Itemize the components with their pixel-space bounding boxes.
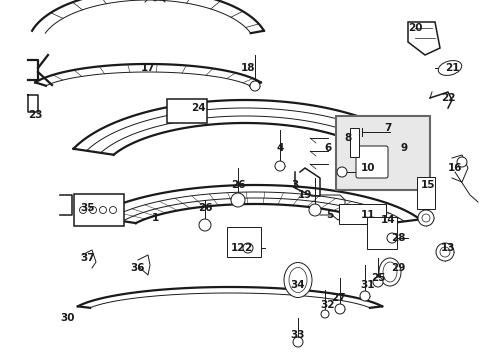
Circle shape bbox=[199, 219, 210, 231]
Text: 23: 23 bbox=[28, 110, 42, 120]
Text: 34: 34 bbox=[290, 280, 305, 290]
Text: 2: 2 bbox=[244, 243, 251, 253]
FancyBboxPatch shape bbox=[366, 217, 396, 249]
FancyBboxPatch shape bbox=[349, 127, 358, 157]
Text: 17: 17 bbox=[141, 63, 155, 73]
Circle shape bbox=[230, 193, 244, 207]
Text: 21: 21 bbox=[444, 63, 458, 73]
Text: 29: 29 bbox=[390, 263, 405, 273]
Text: 24: 24 bbox=[190, 103, 205, 113]
Text: 6: 6 bbox=[324, 143, 331, 153]
Text: 33: 33 bbox=[290, 330, 305, 340]
Circle shape bbox=[109, 207, 116, 213]
Circle shape bbox=[292, 337, 303, 347]
FancyBboxPatch shape bbox=[338, 204, 385, 224]
Ellipse shape bbox=[382, 262, 396, 282]
Text: 14: 14 bbox=[380, 215, 394, 225]
Ellipse shape bbox=[284, 262, 311, 297]
Ellipse shape bbox=[288, 267, 306, 292]
Ellipse shape bbox=[378, 258, 400, 286]
Ellipse shape bbox=[437, 60, 461, 76]
FancyBboxPatch shape bbox=[74, 194, 124, 226]
Text: 20: 20 bbox=[407, 23, 421, 33]
Text: 36: 36 bbox=[130, 263, 145, 273]
Text: 10: 10 bbox=[360, 163, 374, 173]
FancyBboxPatch shape bbox=[355, 146, 387, 178]
Circle shape bbox=[89, 207, 96, 213]
Text: 19: 19 bbox=[297, 190, 311, 200]
Circle shape bbox=[274, 161, 285, 171]
Circle shape bbox=[421, 214, 429, 222]
Circle shape bbox=[435, 243, 453, 261]
Circle shape bbox=[308, 204, 320, 216]
Text: 4: 4 bbox=[276, 143, 283, 153]
Circle shape bbox=[417, 210, 433, 226]
Text: 27: 27 bbox=[330, 293, 345, 303]
Text: 11: 11 bbox=[360, 210, 374, 220]
Text: 32: 32 bbox=[320, 300, 335, 310]
Text: 5: 5 bbox=[325, 210, 333, 220]
Text: 22: 22 bbox=[440, 93, 454, 103]
Text: 28: 28 bbox=[390, 233, 405, 243]
Text: 30: 30 bbox=[61, 313, 75, 323]
Text: 16: 16 bbox=[447, 163, 461, 173]
Text: 3: 3 bbox=[291, 180, 298, 190]
Text: 26: 26 bbox=[230, 180, 245, 190]
Text: 26: 26 bbox=[197, 203, 212, 213]
Text: 9: 9 bbox=[400, 143, 407, 153]
FancyBboxPatch shape bbox=[335, 116, 429, 190]
Circle shape bbox=[320, 310, 328, 318]
Circle shape bbox=[80, 207, 86, 213]
Circle shape bbox=[439, 247, 449, 257]
Circle shape bbox=[456, 157, 466, 167]
Circle shape bbox=[249, 81, 260, 91]
Text: 7: 7 bbox=[384, 123, 391, 133]
FancyBboxPatch shape bbox=[226, 227, 261, 257]
Circle shape bbox=[372, 277, 382, 287]
Text: 31: 31 bbox=[360, 280, 374, 290]
Circle shape bbox=[334, 304, 345, 314]
Text: 25: 25 bbox=[370, 273, 385, 283]
Circle shape bbox=[99, 207, 106, 213]
Text: 13: 13 bbox=[440, 243, 454, 253]
Text: 15: 15 bbox=[420, 180, 434, 190]
Text: 18: 18 bbox=[240, 63, 255, 73]
Circle shape bbox=[386, 233, 396, 243]
Text: 1: 1 bbox=[151, 213, 158, 223]
Text: 35: 35 bbox=[81, 203, 95, 213]
Circle shape bbox=[336, 167, 346, 177]
FancyBboxPatch shape bbox=[416, 177, 434, 209]
Circle shape bbox=[359, 291, 369, 301]
Circle shape bbox=[243, 243, 252, 253]
Text: 12: 12 bbox=[230, 243, 245, 253]
Text: 37: 37 bbox=[81, 253, 95, 263]
FancyBboxPatch shape bbox=[167, 99, 206, 123]
Text: 8: 8 bbox=[344, 133, 351, 143]
